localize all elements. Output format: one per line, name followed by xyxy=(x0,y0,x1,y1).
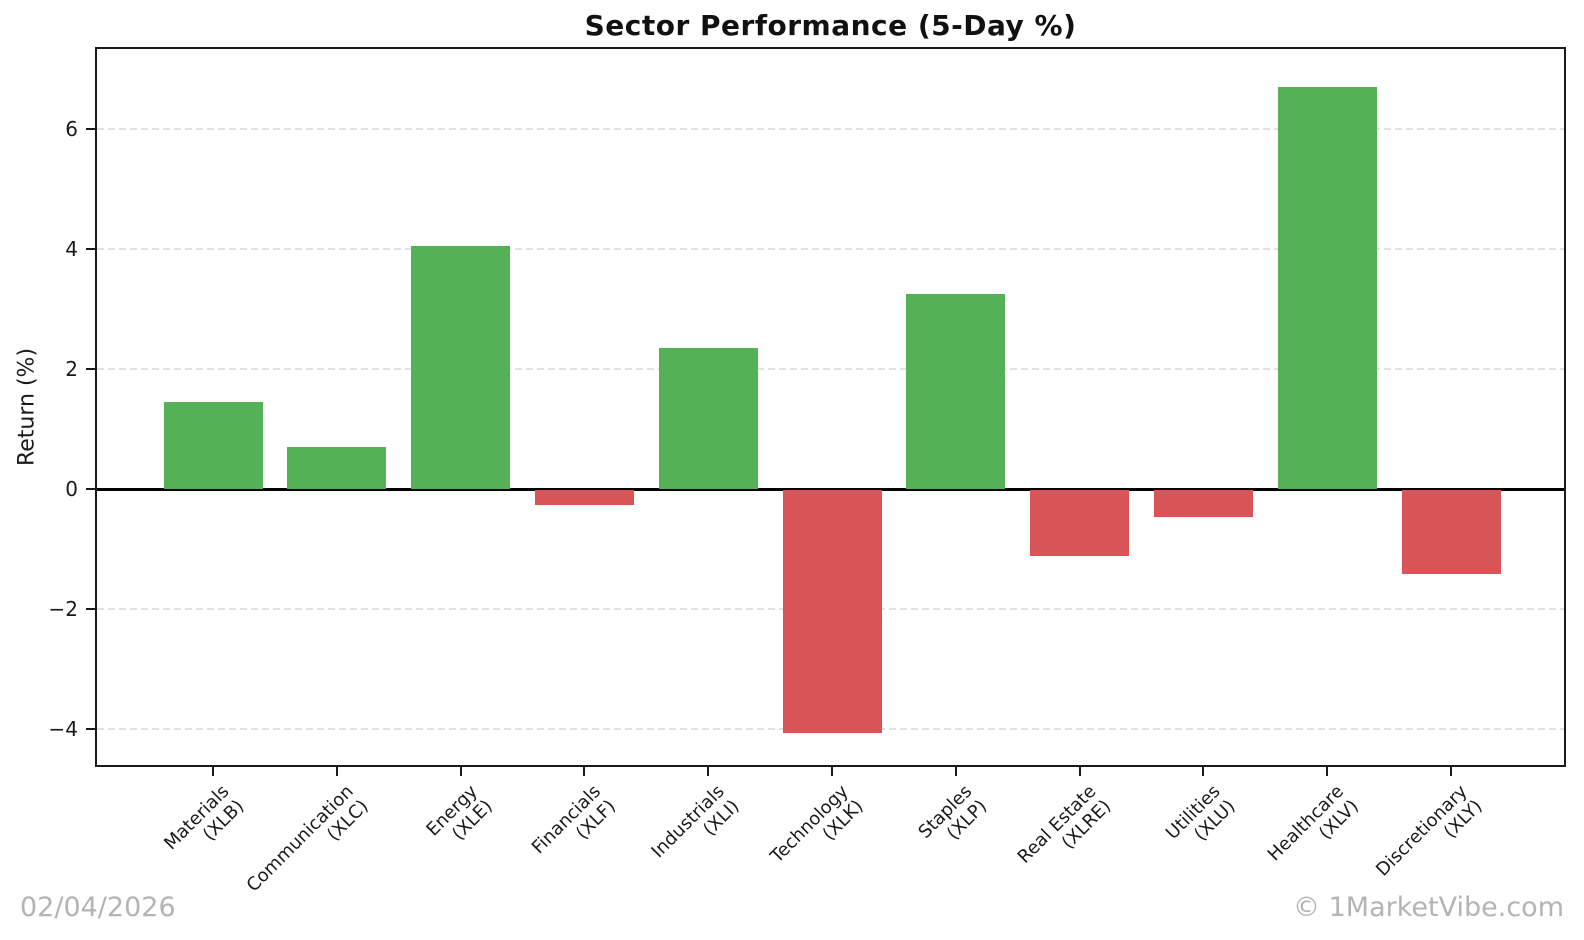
bar-technology-xlk xyxy=(782,490,882,733)
bar-materials-xlb xyxy=(163,402,263,489)
plot-area xyxy=(95,47,1566,767)
bar-energy-xle xyxy=(411,246,511,489)
x-tick xyxy=(459,767,462,776)
bar-industrials-xli xyxy=(658,348,758,489)
zero-axis-line xyxy=(97,488,1564,491)
y-tick xyxy=(86,488,95,490)
y-tick xyxy=(86,608,95,610)
grid-line xyxy=(97,128,1564,130)
x-tick-label: Utilities (XLU) xyxy=(1161,781,1240,846)
grid-line xyxy=(97,248,1564,250)
x-tick-label: Materials (XLB) xyxy=(160,781,249,855)
bar-discretionary-xly xyxy=(1401,490,1501,574)
x-tick xyxy=(335,767,338,776)
x-tick-label: Communication (XLC) xyxy=(242,781,373,897)
y-tick xyxy=(86,368,95,370)
x-tick-label: Real Estate (XLRE) xyxy=(1013,781,1116,868)
y-tick xyxy=(86,728,95,730)
y-tick xyxy=(86,128,95,130)
x-tick xyxy=(1326,767,1329,776)
x-tick-label: Discretionary (XLY) xyxy=(1372,781,1487,881)
grid-line xyxy=(97,368,1564,370)
bar-healthcare-xlv xyxy=(1277,87,1377,489)
bar-communication-xlc xyxy=(287,447,387,489)
y-tick-label: 0 xyxy=(65,477,78,501)
x-tick-label: Industrials (XLI) xyxy=(647,781,744,863)
x-tick-label: Energy (XLE) xyxy=(422,781,497,845)
y-tick-label: 2 xyxy=(65,357,78,381)
x-tick-label: Financials (XLF) xyxy=(528,781,621,859)
bar-financials-xlf xyxy=(534,490,634,505)
x-tick xyxy=(1450,767,1452,776)
y-tick xyxy=(86,248,95,250)
x-tick-label: Technology (XLK) xyxy=(766,781,868,868)
bar-utilities-xlu xyxy=(1153,490,1253,517)
chart-title: Sector Performance (5-Day %) xyxy=(584,9,1077,42)
watermark: © 1MarketVibe.com xyxy=(1293,892,1564,923)
y-tick-label: −2 xyxy=(48,597,78,621)
y-tick-label: 4 xyxy=(65,237,78,261)
x-tick xyxy=(212,767,214,776)
x-tick xyxy=(1078,767,1081,776)
x-tick-label: Staples (XLP) xyxy=(914,781,992,845)
x-tick xyxy=(831,767,833,776)
y-tick-label: −4 xyxy=(48,717,78,741)
bar-real-estate-xlre xyxy=(1030,490,1130,556)
y-tick-label: 6 xyxy=(65,117,78,141)
date-label: 02/04/2026 xyxy=(20,892,176,923)
bar-staples-xlp xyxy=(906,294,1006,489)
x-tick xyxy=(1202,767,1205,776)
x-tick xyxy=(707,767,710,776)
x-tick xyxy=(954,767,957,776)
x-tick xyxy=(583,767,586,776)
x-tick-label: Healthcare (XLV) xyxy=(1263,781,1363,866)
